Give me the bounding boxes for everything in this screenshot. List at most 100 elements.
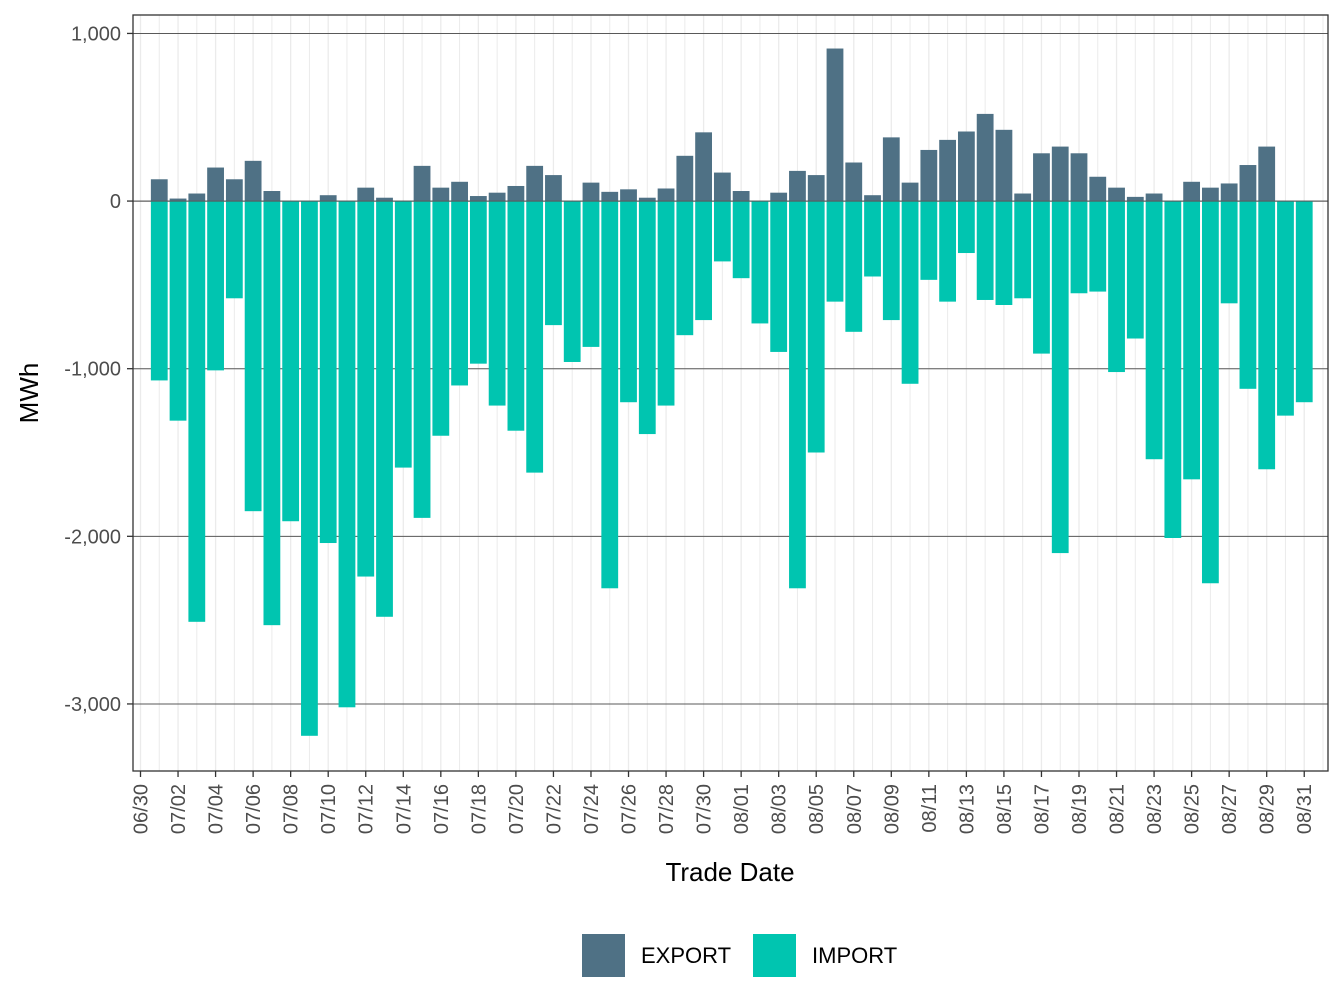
bar-import xyxy=(376,201,393,617)
bar-import xyxy=(751,201,769,324)
bar-export xyxy=(845,162,863,202)
plot-border xyxy=(132,14,1329,772)
bar-import xyxy=(826,201,844,302)
bar-import xyxy=(488,201,506,406)
x-tick-label: 07/22 xyxy=(543,784,565,834)
bar-import xyxy=(1089,201,1107,292)
x-tick-label: 08/15 xyxy=(994,784,1016,834)
bar-export xyxy=(1239,165,1257,202)
bar-import xyxy=(207,201,224,371)
bar-export xyxy=(545,175,562,202)
bar-import xyxy=(1108,201,1125,373)
x-tick-label: 08/27 xyxy=(1219,784,1241,834)
bar-import xyxy=(582,201,600,347)
bars xyxy=(133,48,1328,736)
x-tick-label: 08/25 xyxy=(1182,784,1204,834)
x-tick-label: 08/07 xyxy=(844,784,866,834)
bar-import xyxy=(263,201,281,626)
bar-export xyxy=(1258,146,1276,202)
bar-import xyxy=(676,201,694,336)
bar-import xyxy=(995,201,1013,305)
bar-import xyxy=(789,201,806,589)
bar-import xyxy=(1239,201,1257,389)
x-tick-label: 07/26 xyxy=(619,784,641,834)
x-tick-label: 08/17 xyxy=(1031,784,1053,834)
bar-import xyxy=(901,201,919,384)
bar-import xyxy=(957,201,975,254)
legend-label-export: EXPORT xyxy=(641,943,731,968)
y-tick-label: 0 xyxy=(110,191,121,213)
bar-export xyxy=(244,160,262,202)
bar-import xyxy=(713,201,731,262)
bar-import xyxy=(976,201,994,300)
bar-export xyxy=(188,193,206,202)
bar-export xyxy=(601,191,619,202)
bar-import xyxy=(1126,201,1144,339)
bar-export xyxy=(263,191,281,202)
legend-label-import: IMPORT xyxy=(812,943,897,968)
x-tick-label: 07/02 xyxy=(168,784,190,834)
x-tick-label: 06/30 xyxy=(131,784,153,834)
bar-export xyxy=(1220,183,1238,202)
bar-import xyxy=(451,201,468,386)
x-tick-label: 07/10 xyxy=(318,784,340,834)
x-tick-label: 07/06 xyxy=(243,784,265,834)
bar-export xyxy=(1070,153,1088,202)
bar-import xyxy=(1277,201,1294,416)
bar-import xyxy=(620,201,637,403)
bar-import xyxy=(469,201,487,364)
y-axis-title: MWh xyxy=(14,363,44,424)
bar-export xyxy=(695,132,712,202)
bar-export xyxy=(1108,187,1125,202)
bar-export xyxy=(1126,196,1144,202)
bar-export xyxy=(957,131,975,202)
bar-export xyxy=(1183,181,1201,202)
bar-export xyxy=(225,179,243,202)
bar-import xyxy=(695,201,712,321)
bar-export xyxy=(826,48,844,202)
bar-import xyxy=(1295,201,1313,403)
bar-export xyxy=(169,198,187,202)
bar-import xyxy=(939,201,957,302)
bar-import xyxy=(1014,201,1032,299)
bar-export xyxy=(807,175,825,202)
bar-export xyxy=(1051,146,1069,202)
x-tick-label: 07/20 xyxy=(506,784,528,834)
bar-import xyxy=(882,201,900,321)
y-tick-label: -3,000 xyxy=(64,694,121,716)
bar-import xyxy=(657,201,675,406)
bar-export xyxy=(150,179,168,202)
y-tick-label: -2,000 xyxy=(64,526,121,548)
bar-import xyxy=(1164,201,1182,538)
x-tick-label: 07/16 xyxy=(431,784,453,834)
bar-export xyxy=(207,167,224,202)
bar-export xyxy=(357,187,375,202)
bar-import xyxy=(1145,201,1163,460)
bar-import xyxy=(638,201,656,435)
bar-export xyxy=(1014,193,1032,202)
bar-import xyxy=(807,201,825,453)
x-tick-label: 07/14 xyxy=(393,784,415,834)
bar-import xyxy=(601,201,619,589)
bar-export xyxy=(995,129,1013,202)
bar-export xyxy=(976,113,994,202)
x-tick-label: 07/04 xyxy=(206,784,228,834)
bar-import xyxy=(244,201,262,512)
x-tick-label: 08/21 xyxy=(1107,784,1129,834)
bar-export xyxy=(882,137,900,202)
bar-export xyxy=(920,149,938,202)
x-tick-label: 07/08 xyxy=(281,784,303,834)
bar-export xyxy=(864,195,881,202)
y-tick-label: 1,000 xyxy=(71,23,121,45)
bar-import xyxy=(1070,201,1088,294)
legend-key-import xyxy=(753,934,796,977)
bar-import xyxy=(545,201,562,326)
x-tick-label: 07/24 xyxy=(581,784,603,834)
bar-export xyxy=(432,187,450,202)
x-tick-label: 08/13 xyxy=(956,784,978,834)
y-axis: 1,000 0 -1,000 -2,000 -3,000 xyxy=(64,23,133,716)
bar-export xyxy=(488,192,506,202)
x-tick-label: 08/31 xyxy=(1294,784,1316,834)
bar-import xyxy=(526,201,544,473)
